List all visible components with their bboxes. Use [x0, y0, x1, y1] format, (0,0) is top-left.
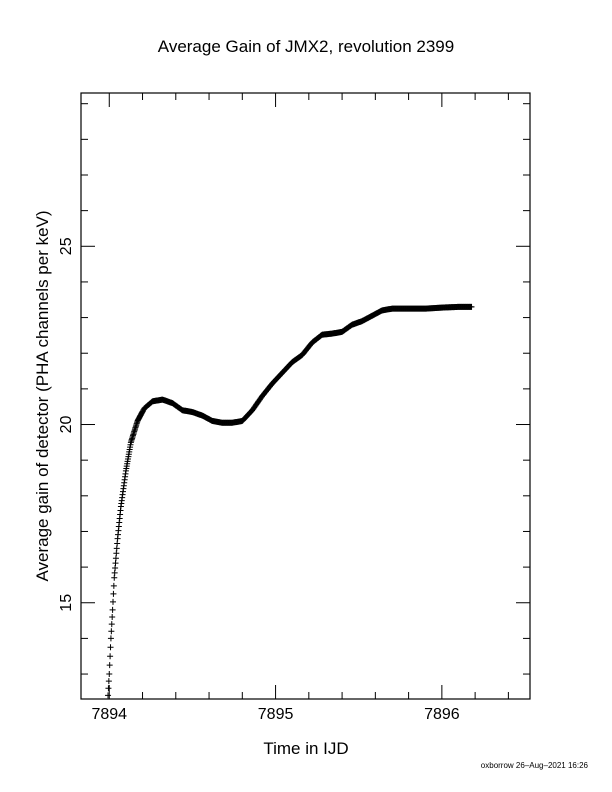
data-point — [105, 692, 112, 699]
footer-credit: oxborrow 26–Aug–2021 16:26 — [481, 761, 589, 770]
y-axis-label: Average gain of detector (PHA channels p… — [33, 210, 52, 581]
data-points — [105, 303, 475, 706]
data-point — [107, 653, 114, 660]
y-tick-label: 25 — [58, 237, 75, 255]
x-axis-label: Time in IJD — [263, 739, 348, 758]
data-point — [110, 590, 117, 597]
data-point — [105, 678, 112, 685]
data-point — [106, 662, 113, 669]
x-tick-label: 7896 — [424, 706, 460, 723]
data-point — [108, 621, 115, 628]
axis-ticks — [81, 93, 530, 699]
tick-labels: 7894 7895 7896 15 20 25 — [58, 237, 460, 723]
data-point — [468, 303, 475, 310]
chart-title: Average Gain of JMX2, revolution 2399 — [158, 37, 454, 56]
y-tick-label: 20 — [58, 416, 75, 434]
data-point — [107, 635, 114, 642]
data-point — [108, 628, 115, 635]
data-point — [109, 614, 116, 621]
plot-frame — [80, 92, 531, 700]
x-tick-label: 7894 — [91, 706, 127, 723]
y-tick-label: 15 — [58, 594, 75, 612]
data-point — [107, 644, 114, 651]
data-point — [109, 606, 116, 613]
data-point — [110, 598, 117, 605]
data-point — [110, 582, 117, 589]
data-point — [105, 685, 112, 692]
data-point — [106, 671, 113, 678]
data-point — [105, 700, 111, 706]
x-tick-label: 7895 — [258, 706, 294, 723]
